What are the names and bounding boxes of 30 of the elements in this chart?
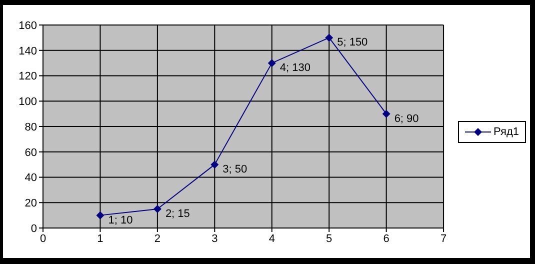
x-tick-label: 3 <box>212 232 218 245</box>
data-label: 6; 90 <box>394 112 419 125</box>
point <box>210 160 219 169</box>
y-tick-label: 40 <box>24 172 37 184</box>
x-tick-label: 0 <box>40 232 46 245</box>
y-tick-label: 120 <box>18 70 37 83</box>
point <box>325 34 334 42</box>
y-tick-label: 60 <box>24 146 37 159</box>
legend-label: Ряд1 <box>494 126 519 138</box>
point <box>153 204 162 213</box>
y-tick-label: 0 <box>30 222 37 235</box>
data-label: 5; 150 <box>337 36 368 49</box>
x-tick-label: 1 <box>97 232 104 245</box>
point <box>96 211 104 220</box>
x-tick-label: 7 <box>440 232 447 245</box>
x-tick-label: 2 <box>154 232 160 245</box>
y-tick-label: 160 <box>18 20 37 32</box>
y-tick-label: 80 <box>24 121 37 134</box>
y-tick-label: 20 <box>24 198 37 210</box>
data-label: 1; 10 <box>108 214 133 226</box>
data-label: 2; 15 <box>165 208 190 220</box>
point <box>268 59 276 68</box>
point <box>382 110 390 118</box>
y-tick-label: 100 <box>18 96 37 108</box>
x-tick-label: 4 <box>268 232 275 245</box>
y-tick-label: 140 <box>18 45 37 58</box>
x-tick-label: 5 <box>326 232 332 245</box>
data-label: 3; 50 <box>222 164 248 176</box>
x-tick-label: 6 <box>383 232 390 245</box>
data-label: 4; 130 <box>280 62 310 74</box>
